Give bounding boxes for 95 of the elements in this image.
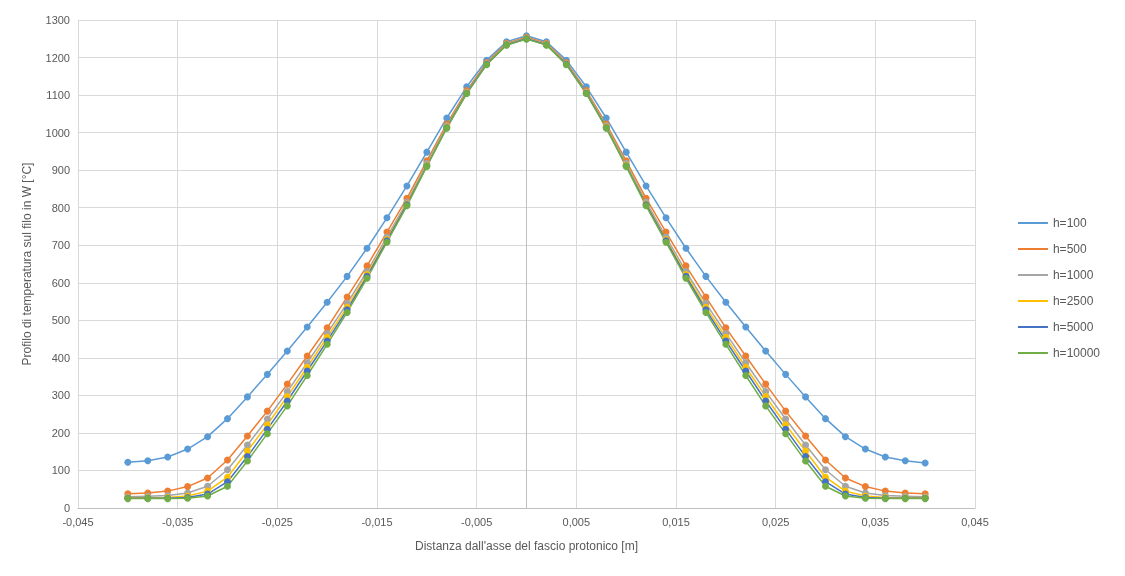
point [363,244,371,252]
legend-label: h=2500 [1052,294,1094,308]
point [423,148,431,156]
point [861,445,869,453]
point [802,441,810,449]
point [323,298,331,306]
point [682,244,690,252]
point [662,214,670,222]
point [303,352,311,360]
y-tick-label: 0 [63,502,70,514]
point [283,402,291,410]
point [802,457,810,465]
point [742,371,750,379]
point [722,298,730,306]
legend-label: h=10000 [1052,346,1101,360]
point [303,323,311,331]
y-tick-label: 1100 [46,89,70,102]
point [263,407,271,415]
point [822,415,829,423]
point [822,456,829,464]
legend-label: h=1000 [1052,268,1094,282]
y-tick-label: 900 [51,164,70,177]
point [822,466,829,474]
point [283,347,291,355]
point [224,466,231,474]
x-tick-label: -0,005 [461,515,493,528]
x-tick-label: -0,015 [361,515,393,528]
point [762,347,770,355]
point [802,447,810,455]
point [822,482,829,490]
point [243,441,251,449]
point [921,459,929,467]
legend-label: h=100 [1052,216,1087,230]
point [622,148,630,156]
y-tick-label: 800 [51,201,70,214]
y-tick-label: 500 [51,314,70,327]
point [443,114,451,122]
point [802,432,810,440]
point [602,114,610,122]
point [243,447,251,455]
point [184,445,192,453]
x-tick-label: -0,025 [261,515,293,528]
point [861,483,869,491]
point [782,430,790,438]
point [204,433,212,441]
point [762,402,770,410]
point [224,415,231,423]
point [702,272,710,280]
y-tick-label: 400 [51,351,70,364]
point [263,370,271,378]
y-tick-label: 700 [51,239,70,252]
point [164,453,172,461]
point [303,371,311,379]
legend-label: h=500 [1052,242,1087,256]
point [263,430,271,438]
x-tick-label: 0,025 [761,515,790,528]
y-tick-label: 1200 [45,51,70,64]
point [184,483,192,491]
point [224,482,231,490]
x-tick-label: 0,045 [961,515,989,528]
point [742,323,750,331]
point [283,380,291,388]
point [742,352,750,360]
x-tick-label: 0,005 [562,515,591,528]
point [204,474,212,482]
point [144,457,152,465]
point [841,433,849,441]
point [782,407,790,415]
point [343,272,351,280]
point [782,370,790,378]
y-tick-label: 1300 [45,14,70,26]
point [802,393,810,401]
point [383,214,391,222]
y-tick-label: 1000 [45,126,70,139]
legend-label: h=5000 [1052,320,1094,334]
y-tick-label: 100 [51,464,70,477]
point [224,456,231,464]
y-tick-label: 600 [51,276,70,289]
point [901,457,909,465]
point [762,380,770,388]
point [243,393,251,401]
point [243,457,251,465]
point [403,182,411,190]
x-tick-label: 0,015 [662,515,690,528]
x-tick-label: -0,035 [162,515,194,528]
point [124,458,132,466]
x-tick-label: 0,035 [861,515,890,528]
y-tick-label: 200 [51,426,70,439]
y-tick-label: 300 [51,389,70,402]
point [841,474,849,482]
x-axis-title: Distanza dall'asse del fascio protonico [m] [414,539,639,553]
point [243,432,251,440]
x-tick-label: -0,045 [62,515,94,528]
point [881,453,889,461]
y-axis-title: Profilo di temperatura sul filo in W [°C] [20,162,34,366]
